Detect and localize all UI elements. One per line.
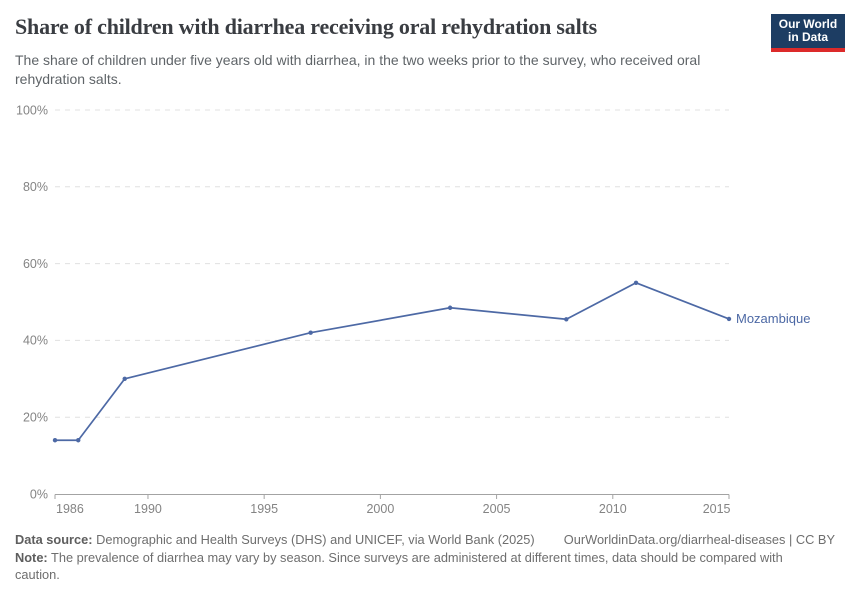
x-axis-label: 2000 [366, 502, 394, 516]
license-link[interactable]: OurWorldinData.org/diarrheal-diseases | … [563, 532, 835, 547]
x-axis-label: 2010 [599, 502, 627, 516]
x-axis-label: 1986 [56, 502, 84, 516]
data-point-marker[interactable] [308, 330, 313, 335]
entity-label[interactable]: Mozambique [736, 311, 810, 326]
y-axis-label: 80% [23, 180, 48, 194]
data-point-marker[interactable] [447, 305, 453, 310]
line-chart: 0% 20% 40% 60% 80% 100% 1986 1990 1995 2000 2005 20… [16, 103, 810, 516]
y-axis-label: 0% [30, 487, 48, 501]
y-axis-label: 20% [23, 411, 48, 425]
y-axis-label: 60% [23, 257, 48, 271]
chart-subtitle: The share of children under five years o… [15, 52, 701, 87]
owid-logo[interactable]: Our World in Data [771, 14, 845, 52]
note-label: Note: [15, 550, 48, 565]
logo-line-2: in Data [787, 30, 828, 44]
x-axis-label: 2005 [483, 502, 511, 516]
data-source-text: Demographic and Health Surveys (DHS) and… [92, 532, 535, 547]
x-axis-label: 2015 [703, 502, 731, 516]
data-point-marker[interactable] [633, 280, 639, 285]
data-point-marker[interactable] [52, 438, 58, 443]
logo-line-1: Our World [778, 16, 838, 31]
y-axis-label: 40% [23, 334, 48, 348]
page-title: Share of children with diarrhea receivin… [15, 14, 597, 39]
data-point-marker[interactable] [76, 438, 81, 443]
x-axis-label: 1990 [134, 502, 162, 516]
series-line-mozambique [54, 281, 730, 442]
y-axis-label: 100% [16, 103, 48, 117]
data-source-label: Data source: [15, 532, 93, 547]
chart-footer: Data source: Demographic and Health Surv… [15, 531, 835, 583]
note-text: The prevalence of diarrhea may vary by s… [15, 550, 783, 582]
data-point-marker[interactable] [726, 316, 732, 322]
data-source: Data source: Demographic and Health Surv… [15, 531, 535, 548]
chart-note: Note: The prevalence of diarrhea may var… [15, 549, 805, 583]
x-axis-label: 1995 [250, 502, 278, 516]
data-point-marker[interactable] [122, 376, 127, 381]
data-point-marker[interactable] [564, 317, 569, 322]
